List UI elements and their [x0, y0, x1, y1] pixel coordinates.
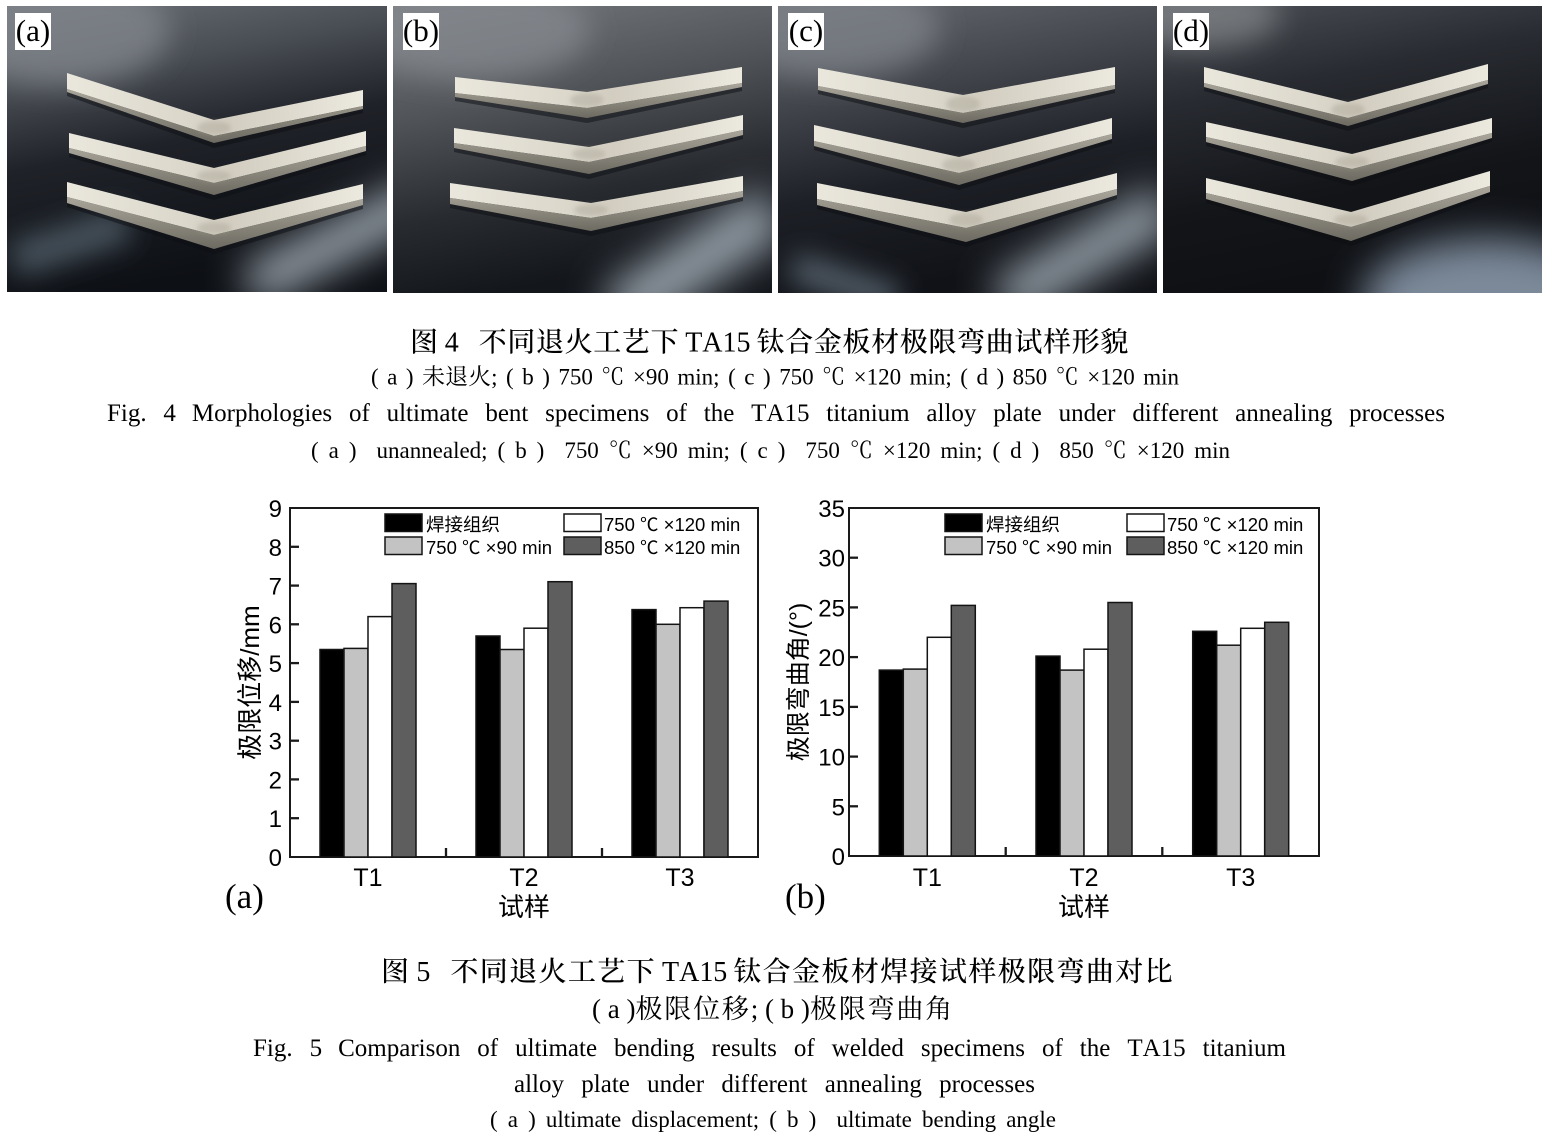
svg-text:T1: T1 [353, 864, 382, 892]
svg-text:0: 0 [832, 844, 845, 871]
svg-text:( a ) ultimate displacement; (: ( a ) ultimate displacement; ( b ) ultim… [490, 1107, 1056, 1132]
svg-text:1: 1 [269, 806, 282, 833]
svg-text:×120 min: ×120 min [659, 537, 741, 558]
svg-text:4: 4 [445, 328, 459, 359]
svg-text:5: 5 [269, 651, 282, 678]
svg-text:750: 750 [1167, 514, 1203, 535]
svg-text:750: 750 [604, 514, 640, 535]
svg-text:Morphologies of ultimate bent: Morphologies of ultimate bent specimens … [192, 400, 1445, 427]
svg-text:750: 750 [986, 537, 1022, 558]
svg-text:TA15: TA15 [685, 328, 750, 359]
svg-text:Fig. 5: Fig. 5 [253, 1035, 322, 1062]
svg-text:T1: T1 [913, 864, 942, 892]
svg-text:(b): (b) [785, 877, 826, 916]
svg-text:(a): (a) [225, 877, 264, 916]
svg-text:×90 min; ( c ) 750: ×90 min; ( c ) 750 [632, 438, 850, 463]
svg-text:10: 10 [818, 745, 845, 772]
svg-text:×120 min; ( d ) 850: ×120 min; ( d ) 850 [873, 438, 1104, 463]
svg-text:; ( b ): ; ( b ) [751, 994, 810, 1024]
svg-text:30: 30 [818, 546, 845, 573]
svg-text:4: 4 [269, 690, 282, 717]
svg-text:(b): (b) [403, 13, 439, 48]
svg-text:/(°): /(°) [785, 603, 813, 637]
svg-text:×120 min: ×120 min [1222, 514, 1304, 535]
svg-text:×90 min: ×90 min [1041, 537, 1113, 558]
svg-text:T2: T2 [1069, 864, 1098, 892]
svg-text:850: 850 [1167, 537, 1203, 558]
svg-text:×120 min: ×120 min [1222, 537, 1304, 558]
svg-text:7: 7 [269, 574, 282, 601]
svg-text:×120 min: ×120 min [1127, 438, 1231, 463]
svg-text:T3: T3 [1226, 864, 1255, 892]
svg-text:850: 850 [604, 537, 640, 558]
svg-text:/mm: /mm [235, 605, 265, 656]
svg-text:alloy plate under different an: alloy plate under different annealing pr… [514, 1071, 1035, 1098]
svg-text:6: 6 [269, 612, 282, 639]
svg-text:×90 min; ( c ) 750: ×90 min; ( c ) 750 [624, 365, 822, 390]
svg-text:(d): (d) [1173, 13, 1209, 48]
svg-text:750: 750 [426, 537, 462, 558]
svg-text:×120 min: ×120 min [1079, 365, 1180, 390]
svg-text:15: 15 [818, 695, 845, 722]
svg-text:20: 20 [818, 645, 845, 672]
svg-text:5: 5 [416, 957, 430, 988]
svg-text:; ( b ) 750: ; ( b ) 750 [491, 365, 601, 390]
svg-text:( a ): ( a ) [371, 365, 422, 390]
svg-text:Fig. 4: Fig. 4 [107, 400, 176, 427]
svg-text:(a): (a) [16, 13, 50, 48]
svg-text:(c): (c) [789, 13, 823, 48]
svg-text:8: 8 [269, 535, 282, 562]
svg-text:35: 35 [818, 496, 845, 523]
svg-text:( a ): ( a ) [592, 994, 636, 1024]
svg-text:9: 9 [269, 496, 282, 523]
svg-text:2: 2 [269, 767, 282, 794]
svg-text:×120 min; ( d ) 850: ×120 min; ( d ) 850 [845, 365, 1056, 390]
svg-text:5: 5 [832, 794, 845, 821]
svg-text:Comparison of ultimate bending: Comparison of ultimate bending results o… [338, 1035, 1286, 1062]
svg-text:3: 3 [269, 729, 282, 756]
svg-text:×120 min: ×120 min [659, 514, 741, 535]
svg-text:0: 0 [269, 845, 282, 872]
svg-text:T2: T2 [509, 864, 538, 892]
svg-text:TA15: TA15 [662, 957, 727, 988]
svg-text:25: 25 [818, 595, 845, 622]
svg-text:T3: T3 [665, 864, 694, 892]
svg-text:( a ) unannealed; ( b ) 750: ( a ) unannealed; ( b ) 750 [311, 438, 609, 463]
svg-text:×90 min: ×90 min [481, 537, 553, 558]
